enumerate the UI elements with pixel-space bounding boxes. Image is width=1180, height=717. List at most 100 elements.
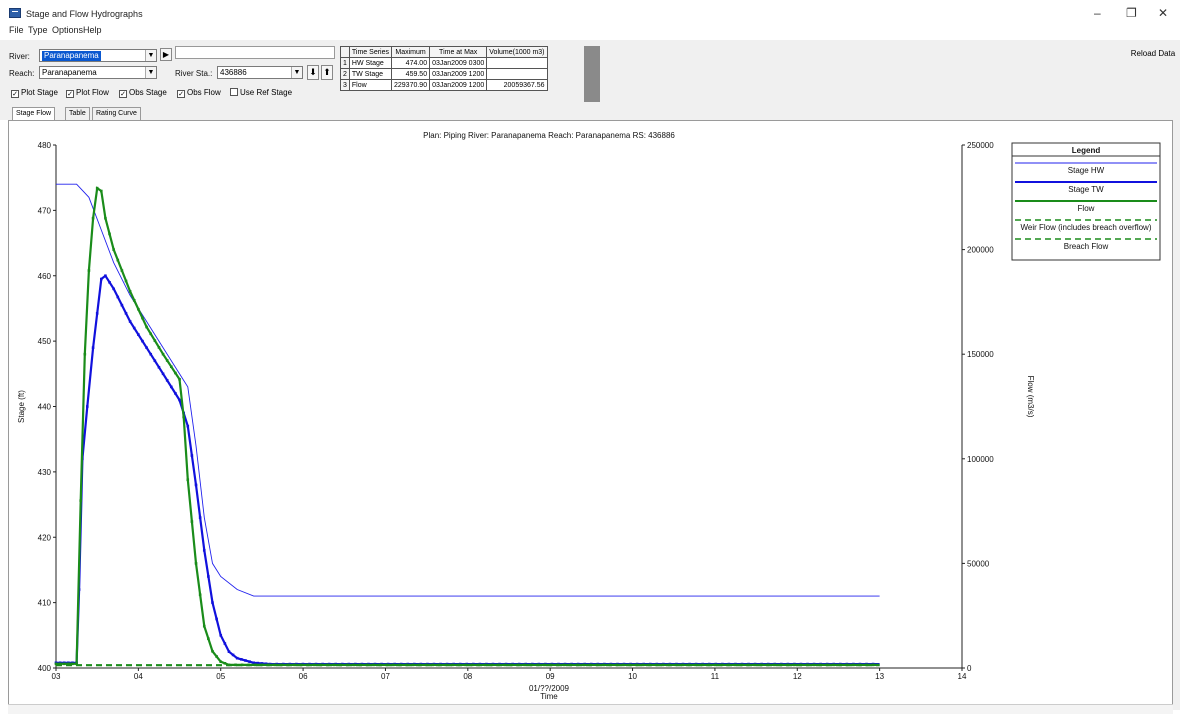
series-line-0 xyxy=(56,183,880,597)
plot-stage-checkbox[interactable]: ✓ Plot Stage xyxy=(11,88,58,98)
series-point-2 xyxy=(812,663,816,667)
series-point-1 xyxy=(190,454,194,457)
series-point-1 xyxy=(223,642,227,645)
series-point-1 xyxy=(145,346,148,349)
river-label: River: xyxy=(9,52,30,61)
arrow-down-icon: ⬇ xyxy=(309,67,317,77)
tab-rating-curve[interactable]: Rating Curve xyxy=(92,107,141,120)
series-point-1 xyxy=(124,312,128,315)
checkbox-box[interactable]: ✓ xyxy=(177,90,185,98)
series-line-2 xyxy=(56,186,880,666)
tab-table[interactable]: Table xyxy=(65,107,90,120)
previous-station-button[interactable]: ⬆ xyxy=(321,65,333,80)
x-tick-label: 03 xyxy=(52,672,61,681)
series-point-2 xyxy=(352,663,356,667)
obs-flow-checkbox[interactable]: ✓ Obs Flow xyxy=(177,88,221,98)
series-point-1 xyxy=(161,372,165,376)
minimize-button[interactable]: – xyxy=(1094,6,1101,20)
checkbox-box[interactable]: ✓ xyxy=(11,90,19,98)
river-select-value: Paranapanema xyxy=(42,51,101,61)
x-tick-label: 10 xyxy=(628,672,637,681)
horizontal-scrollbar[interactable] xyxy=(8,704,1173,714)
table-row[interactable]: 1 HW Stage 474.00 03Jan2009 0300 xyxy=(340,57,548,69)
series-point-2 xyxy=(773,663,776,667)
summary-table: Time Series Maximum Time at Max Volume(1… xyxy=(340,46,548,91)
maximize-button[interactable]: ❐ xyxy=(1126,6,1137,20)
reload-data-button[interactable]: Reload Data xyxy=(1128,46,1178,61)
tab-stage-flow[interactable]: Stage Flow xyxy=(12,107,56,121)
y2-tick-label: 100000 xyxy=(967,455,994,464)
series-point-2 xyxy=(622,663,625,667)
chevron-down-icon[interactable]: ▼ xyxy=(145,67,156,78)
series-point-2 xyxy=(562,663,566,667)
title-bar: Stage and Flow Hydrographs – ❐ ✕ xyxy=(0,0,1180,22)
series-point-1 xyxy=(91,346,95,349)
series-point-2 xyxy=(211,649,214,653)
series-point-2 xyxy=(178,378,181,381)
series-point-2 xyxy=(207,637,210,641)
table-row[interactable]: 3 Flow 229370.90 03Jan2009 1200 20059367… xyxy=(340,79,548,91)
series-point-2 xyxy=(170,365,173,369)
x-tick-label: 05 xyxy=(216,672,225,681)
series-point-2 xyxy=(444,663,448,667)
y2-tick-label: 250000 xyxy=(967,141,994,150)
y2-axis-label: Flow (m3/s) xyxy=(1026,376,1035,418)
y-tick-label: 410 xyxy=(38,599,52,608)
table-row[interactable]: 2 TW Stage 459.50 03Jan2009 1200 xyxy=(340,68,548,80)
series-point-2 xyxy=(832,663,835,667)
series-point-2 xyxy=(174,371,177,375)
river-select[interactable]: Paranapanema ▼ xyxy=(39,49,157,62)
menu-type[interactable]: Type xyxy=(28,25,48,35)
series-point-2 xyxy=(190,520,194,523)
series-point-1 xyxy=(256,661,260,665)
series-point-2 xyxy=(661,663,665,667)
series-point-2 xyxy=(120,269,124,272)
series-point-2 xyxy=(87,269,91,272)
series-point-2 xyxy=(451,663,454,667)
vertical-scrollbar[interactable] xyxy=(1173,120,1180,710)
next-station-button[interactable]: ⬇ xyxy=(307,65,319,80)
series-point-1 xyxy=(244,659,247,662)
river-sta-select[interactable]: 436886 ▼ xyxy=(217,66,303,79)
obs-stage-checkbox[interactable]: ✓ Obs Stage xyxy=(119,88,167,98)
close-button[interactable]: ✕ xyxy=(1158,6,1169,20)
window-title: Stage and Flow Hydrographs xyxy=(26,9,143,19)
series-point-1 xyxy=(211,601,214,604)
use-ref-stage-checkbox[interactable]: Use Ref Stage xyxy=(230,88,292,97)
menu-file[interactable]: File xyxy=(9,25,24,35)
chevron-down-icon[interactable]: ▼ xyxy=(145,50,156,61)
checkbox-box[interactable]: ✓ xyxy=(66,90,74,98)
menu-bar: File Type Options Help xyxy=(0,22,1180,38)
menu-help[interactable]: Help xyxy=(83,25,102,35)
checkbox-label: Plot Stage xyxy=(21,88,58,97)
series-point-1 xyxy=(207,575,210,578)
legend-title: Legend xyxy=(1072,146,1101,155)
y-tick-label: 470 xyxy=(38,206,52,215)
series-point-1 xyxy=(112,287,115,291)
series-point-2 xyxy=(753,663,757,667)
checkbox-box[interactable] xyxy=(230,88,238,96)
legend-label: Weir Flow (includes breach overflow) xyxy=(1020,223,1151,232)
series-point-1 xyxy=(248,660,251,663)
series-point-2 xyxy=(700,663,704,667)
series-point-2 xyxy=(108,232,111,236)
chevron-down-icon[interactable]: ▼ xyxy=(291,67,302,78)
series-point-1 xyxy=(95,312,99,315)
play-button[interactable]: ▶ xyxy=(160,48,172,61)
series-point-2 xyxy=(165,359,169,362)
y-tick-label: 460 xyxy=(38,272,52,281)
plot-flow-checkbox[interactable]: ✓ Plot Flow xyxy=(66,88,109,98)
summary-table-header: Time Series Maximum Time at Max Volume(1… xyxy=(340,46,548,58)
series-point-1 xyxy=(132,326,136,330)
series-point-1 xyxy=(252,661,255,665)
series-point-2 xyxy=(219,660,223,664)
series-point-2 xyxy=(431,663,435,667)
series-point-2 xyxy=(694,663,697,667)
menu-options[interactable]: Options xyxy=(52,25,84,35)
reach-select[interactable]: Paranapanema ▼ xyxy=(39,66,157,79)
checkbox-box[interactable]: ✓ xyxy=(119,90,127,98)
arrow-up-icon: ⬆ xyxy=(323,67,331,77)
series-point-2 xyxy=(543,663,546,667)
series-point-2 xyxy=(116,258,120,262)
x-tick-label: 08 xyxy=(463,672,472,681)
